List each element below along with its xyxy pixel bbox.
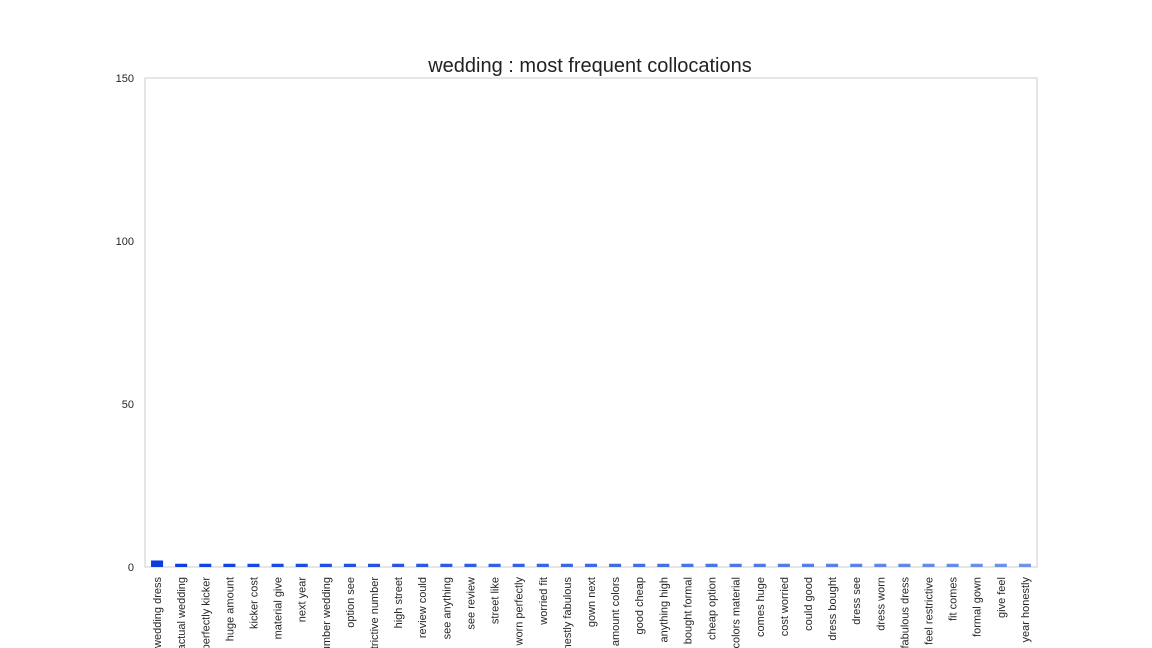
bar (175, 563, 188, 567)
bars-group (151, 560, 1031, 567)
bar (898, 563, 911, 567)
x-tick-label: street like (490, 577, 502, 624)
bar (295, 563, 308, 567)
bar (826, 563, 839, 567)
bar (801, 563, 814, 567)
y-tick-label: 100 (116, 236, 134, 248)
bar (609, 563, 622, 567)
x-tick-label: review could (417, 577, 429, 638)
x-tick-label: anything high (658, 577, 670, 642)
bar (946, 563, 959, 567)
y-axis: 0 50 100 150 (116, 73, 134, 574)
x-tick-label: feel restrictive (924, 577, 936, 645)
x-tick-label: material give (273, 577, 285, 639)
x-tick-label: formal gown (972, 577, 984, 637)
x-tick-label: bought formal (682, 577, 694, 644)
plot-frame (144, 77, 1038, 568)
x-tick-label: wedding dress (152, 577, 164, 648)
y-tick-label: 0 (128, 562, 134, 574)
x-tick-label: honestly fabulous (562, 577, 574, 648)
x-tick-label: amount colors (610, 577, 622, 647)
x-tick-label: dress worn (875, 577, 887, 631)
x-tick-label: restrictive number (369, 577, 381, 648)
x-tick-label: kicker cost (248, 577, 260, 629)
bar (657, 563, 670, 567)
bar (368, 563, 381, 567)
x-axis: wedding dress actual wedding perfectly kic… (152, 577, 1032, 648)
x-tick-label: good cheap (634, 577, 646, 635)
x-tick-label: give feel (996, 577, 1008, 618)
y-tick-label: 150 (116, 73, 134, 85)
x-tick-label: cheap option (707, 577, 719, 640)
x-tick-label: see anything (441, 577, 453, 639)
x-tick-label: year honestly (1020, 577, 1032, 643)
x-tick-label: huge amount (224, 577, 236, 641)
chart-title: wedding : most frequent collocations (427, 55, 752, 77)
x-tick-label: colors material (731, 577, 743, 648)
bar (488, 563, 501, 567)
bar (247, 563, 260, 567)
bar (874, 563, 887, 567)
bar (271, 563, 284, 567)
bar (681, 563, 694, 567)
x-tick-label: fit comes (948, 577, 960, 622)
bar (729, 563, 742, 567)
x-tick-label: option see (345, 577, 357, 628)
x-tick-label: high street (393, 577, 405, 628)
bar (223, 563, 236, 567)
bar (151, 560, 164, 567)
bar (512, 563, 525, 567)
x-tick-label: next year (297, 577, 309, 623)
x-tick-label: actual wedding (176, 577, 188, 648)
x-tick-label: worried fit (538, 577, 550, 626)
bar (584, 563, 598, 567)
x-tick-label: worn perfectly (514, 577, 526, 647)
bar (343, 563, 356, 567)
x-tick-label: perfectly kicker (200, 577, 212, 648)
x-tick-label: comes huge (755, 577, 767, 637)
bar (777, 563, 790, 567)
bar (464, 563, 477, 567)
x-tick-label: dress see (851, 577, 863, 625)
x-tick-label: fabulous dress (899, 577, 911, 648)
bar (753, 563, 766, 567)
bar (392, 563, 405, 567)
bar (633, 563, 646, 567)
x-tick-label: number wedding (321, 577, 333, 648)
bar (994, 563, 1007, 567)
bar (705, 563, 718, 567)
bar (922, 563, 935, 567)
bar (416, 563, 429, 567)
bar (1018, 563, 1031, 567)
bar (199, 563, 212, 567)
bar (440, 563, 453, 567)
bar (536, 563, 549, 567)
x-tick-label: gown next (586, 577, 598, 627)
x-tick-label: cost worried (779, 577, 791, 636)
bar (850, 563, 863, 567)
bar (970, 563, 983, 567)
x-tick-label: dress bought (827, 577, 839, 641)
bar (319, 563, 332, 567)
x-tick-label: see review (465, 577, 477, 630)
y-tick-label: 50 (122, 399, 134, 411)
bar (560, 563, 573, 567)
x-tick-label: could good (803, 577, 815, 631)
